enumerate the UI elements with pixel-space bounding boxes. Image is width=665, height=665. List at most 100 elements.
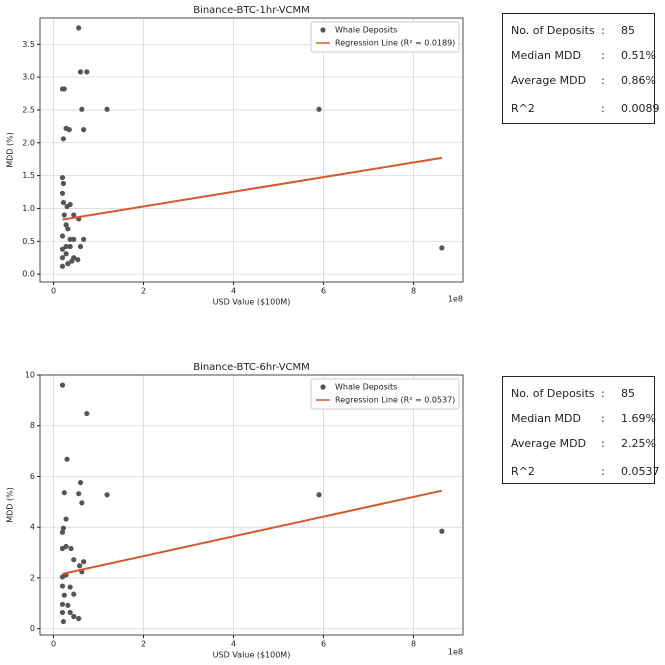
y-tick-label: 0 — [30, 624, 35, 633]
point — [79, 500, 85, 506]
regression-line — [62, 489, 443, 575]
x-offset-label: 1e8 — [448, 648, 463, 657]
point — [63, 543, 69, 550]
point — [81, 236, 87, 242]
point — [77, 479, 84, 486]
x-tick-label: 4 — [231, 640, 236, 649]
point — [439, 245, 445, 251]
legend-swatch — [320, 27, 326, 33]
legend-label: Whale Deposits — [335, 26, 397, 35]
point — [71, 613, 77, 620]
stat-separator: : — [601, 465, 605, 478]
point — [71, 557, 77, 563]
y-tick-label: 0.5 — [22, 237, 35, 246]
y-tick-label: 3.0 — [22, 73, 35, 82]
point — [59, 255, 66, 261]
point — [60, 199, 66, 206]
x-tick-label: 8 — [411, 640, 416, 649]
legend-label: Whale Deposits — [335, 383, 397, 392]
point — [65, 261, 71, 267]
point — [60, 618, 66, 625]
y-tick-label: 2.0 — [22, 138, 35, 147]
stat-value: 0.51% — [621, 49, 656, 62]
point — [67, 201, 73, 208]
point — [71, 591, 77, 597]
stat-label: R^2 — [511, 102, 535, 115]
stat-label: Median MDD — [511, 49, 581, 62]
x-tick-label: 2 — [141, 640, 146, 649]
point — [67, 584, 73, 590]
point — [77, 69, 84, 75]
point — [63, 251, 69, 257]
point — [63, 516, 69, 522]
point — [77, 563, 83, 569]
stat-value: 2.25% — [621, 437, 656, 450]
point — [59, 609, 66, 616]
y-tick-label: 6 — [30, 472, 35, 481]
x-tick-label: 6 — [321, 287, 326, 296]
stat-value: 85 — [621, 24, 635, 37]
y-tick-label: 0.0 — [22, 270, 35, 279]
stats-row: R^2: 0.0537 — [511, 464, 660, 480]
stat-separator: : — [601, 74, 605, 87]
stat-value: 0.0537 — [621, 465, 660, 478]
chart-title: Binance-BTC-6hr-VCMM — [193, 362, 310, 373]
point — [59, 583, 66, 589]
stat-separator: : — [601, 412, 605, 425]
stats-row: Median MDD: 0.51% — [511, 48, 656, 64]
point — [76, 25, 82, 31]
y-tick-label: 2 — [30, 573, 35, 582]
point — [81, 127, 87, 133]
stat-separator: : — [601, 437, 605, 450]
y-tick-label: 2.5 — [22, 105, 35, 114]
x-tick-label: 4 — [231, 287, 236, 296]
legend-swatch — [320, 384, 326, 390]
y-tick-label: 10 — [25, 371, 35, 380]
stat-value: 0.86% — [621, 74, 656, 87]
stat-separator: : — [601, 24, 605, 37]
stat-label: Median MDD — [511, 412, 581, 425]
point — [67, 609, 73, 616]
point — [65, 602, 71, 608]
x-tick-label: 8 — [411, 287, 416, 296]
x-tick-label: 2 — [141, 287, 146, 296]
stat-label: No. of Deposits — [511, 24, 595, 37]
stats-row: Average MDD: 0.86% — [511, 73, 656, 89]
point — [67, 243, 73, 250]
stats-table: No. of Deposits: 85 Median MDD: 0.51% Averag… — [502, 13, 660, 124]
point — [67, 236, 73, 242]
plot-frame — [39, 374, 464, 636]
stat-value: 1.69% — [621, 412, 656, 425]
stats-row: No. of Deposits: 85 — [511, 386, 646, 402]
chart-title: Binance-BTC-1hr-VCMM — [193, 5, 310, 16]
point — [61, 86, 67, 92]
point — [61, 490, 67, 496]
point — [66, 127, 72, 133]
y-tick-label: 1.5 — [22, 171, 35, 180]
y-axis-label: MDD (%) — [6, 487, 15, 523]
point — [71, 212, 77, 218]
point — [76, 615, 82, 622]
stats-table: No. of Deposits: 85 Median MDD: 1.69% Averag… — [502, 376, 660, 484]
legend — [310, 378, 460, 410]
point — [75, 257, 81, 263]
x-axis-label: USD Value ($100M) — [213, 298, 291, 307]
point — [61, 592, 67, 598]
stat-separator: : — [601, 387, 605, 400]
point — [59, 233, 66, 239]
point — [104, 106, 110, 112]
point — [59, 263, 66, 269]
point — [65, 226, 71, 232]
y-axis-label: MDD (%) — [6, 132, 15, 168]
stat-separator: : — [601, 102, 605, 115]
y-tick-label: 8 — [30, 421, 35, 430]
y-tick-label: 1.0 — [22, 204, 35, 213]
point — [439, 528, 445, 534]
stat-label: Average MDD — [511, 74, 587, 87]
point — [84, 69, 90, 75]
point — [60, 136, 66, 142]
point — [59, 174, 66, 181]
stats-row: No. of Deposits: 85 — [511, 23, 646, 39]
